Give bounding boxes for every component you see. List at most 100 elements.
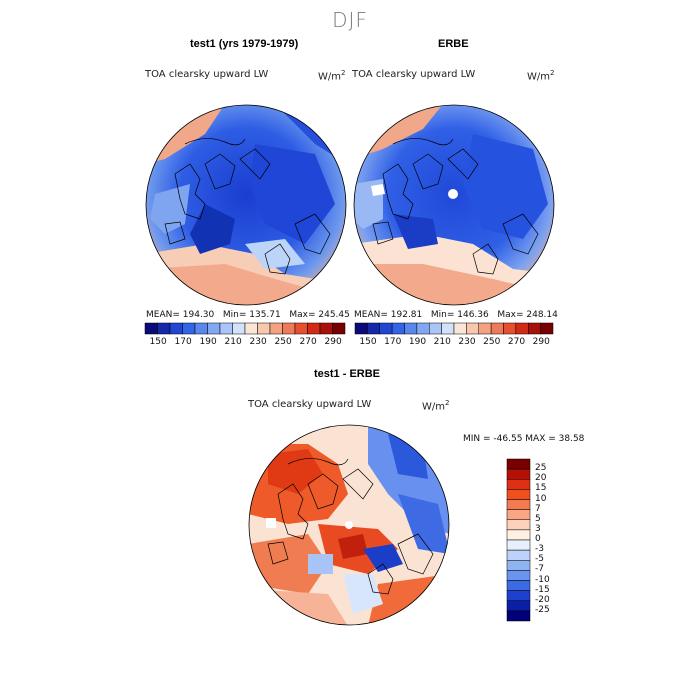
colorbar-cell	[506, 479, 531, 490]
colorbar-tick-label: 0	[535, 534, 541, 544]
colorbar-cell	[354, 322, 368, 335]
colorbar-tick-label: 270	[507, 337, 526, 347]
panel-diff-title: test1 - ERBE	[314, 368, 381, 380]
colorbar-cell	[182, 322, 196, 335]
colorbar-cell	[506, 570, 531, 581]
colorbar-cell	[540, 322, 554, 335]
colorbar-tick-label: -7	[535, 564, 544, 575]
panel-erbe-variable: TOA clearsky upward LW	[352, 69, 476, 80]
colorbar-tick-label: 25	[535, 463, 547, 474]
panel-erbe-map	[353, 104, 555, 306]
colorbar-cell	[506, 610, 531, 622]
colorbar-cell	[506, 489, 531, 500]
colorbar-cell	[506, 519, 531, 531]
colorbar-cell	[257, 322, 271, 335]
colorbar-cell	[506, 600, 531, 612]
colorbar-cell	[367, 322, 380, 335]
panel-test1-map	[145, 104, 347, 306]
panel-erbe-colorbar-labels: 150 170 190 210 230 250 270 290	[355, 337, 553, 349]
panel-diff-colorbar	[506, 458, 531, 622]
colorbar-tick-label: -25	[535, 604, 550, 615]
colorbar-tick-label: 210	[224, 337, 242, 347]
colorbar-tick-label: 3	[535, 523, 541, 534]
panel-diff-minmax: MIN = -46.55 MAX = 38.58	[463, 434, 585, 444]
colorbar-cell	[332, 322, 346, 335]
colorbar-cell	[379, 322, 393, 335]
colorbar-cell	[416, 322, 430, 335]
colorbar-cell	[506, 560, 531, 571]
colorbar-cell	[506, 529, 531, 541]
colorbar-tick-label: 170	[174, 337, 192, 347]
colorbar-tick-label: -15	[535, 584, 550, 595]
colorbar-cell	[453, 322, 467, 335]
colorbar-cell	[515, 322, 529, 335]
colorbar-tick-label: 210	[433, 337, 451, 347]
panel-erbe-units: W/m2	[527, 69, 555, 83]
panel-test1-title: test1 (yrs 1979-1979)	[190, 38, 299, 50]
colorbar-cell	[490, 322, 504, 335]
colorbar-tick-label: 290	[324, 337, 342, 347]
colorbar-cell	[169, 322, 183, 335]
colorbar-tick-label: 15	[535, 483, 547, 494]
colorbar-tick-label: 150	[359, 337, 377, 347]
colorbar-cell	[478, 322, 492, 335]
colorbar-cell	[503, 322, 517, 335]
colorbar-cell	[294, 322, 308, 335]
colorbar-tick-label: 150	[149, 337, 167, 347]
panel-erbe-title: ERBE	[438, 38, 469, 50]
colorbar-tick-label: 170	[384, 337, 402, 347]
colorbar-cell	[232, 322, 246, 335]
colorbar-cell	[506, 499, 531, 510]
panel-diff-variable: TOA clearsky upward LW	[248, 399, 372, 410]
colorbar-cell	[506, 539, 531, 551]
colorbar-cell	[466, 322, 479, 335]
colorbar-tick-label: 250	[274, 337, 292, 347]
colorbar-tick-label: 20	[535, 473, 547, 484]
colorbar-tick-label: -3	[535, 544, 544, 555]
colorbar-cell	[391, 322, 405, 335]
colorbar-tick-label: -20	[535, 594, 550, 605]
colorbar-cell	[528, 322, 541, 335]
colorbar-cell	[307, 322, 321, 335]
colorbar-tick-label: 190	[199, 337, 217, 347]
colorbar-tick-label: 230	[458, 337, 476, 347]
colorbar-cell	[506, 590, 531, 601]
colorbar-cell	[441, 322, 455, 335]
colorbar-tick-label: 270	[299, 337, 317, 347]
colorbar-cell	[319, 322, 333, 335]
colorbar-tick-label: -10	[535, 574, 550, 585]
colorbar-tick-label: -5	[535, 554, 544, 565]
colorbar-cell	[157, 322, 171, 335]
colorbar-cell	[194, 322, 208, 335]
colorbar-cell	[506, 549, 531, 561]
panel-test1-stats: MEAN= 194.30 Min= 135.71 Max= 245.45	[146, 310, 350, 320]
colorbar-cell	[269, 322, 283, 335]
colorbar-cell	[506, 580, 531, 591]
colorbar-tick-label: 190	[408, 337, 427, 347]
panel-test1-variable: TOA clearsky upward LW	[145, 69, 269, 80]
colorbar-cell	[506, 468, 531, 480]
colorbar-cell	[219, 322, 233, 335]
panel-erbe-stats: MEAN= 192.81 Min= 146.36 Max= 248.14	[354, 310, 558, 320]
panel-diff-units: W/m2	[422, 399, 450, 413]
colorbar-tick-label: 250	[483, 337, 501, 347]
colorbar-cell	[429, 322, 442, 335]
colorbar-tick-label: 5	[535, 513, 541, 524]
colorbar-tick-label: 7	[535, 503, 541, 514]
panel-diff-map	[248, 424, 450, 626]
panel-diff-colorbar-labels: 25 20 15 10 7 5 3 0 -3 -5 -7 -10 -15 -20 -25	[535, 459, 565, 622]
colorbar-cell	[244, 322, 258, 335]
colorbar-cell	[404, 322, 418, 335]
season-title: DJF	[332, 8, 368, 32]
colorbar-cell	[506, 509, 531, 520]
colorbar-tick-label: 230	[249, 337, 267, 347]
colorbar-tick-label: 10	[535, 493, 547, 504]
panel-test1-units: W/m2	[318, 69, 346, 83]
colorbar-cell	[282, 322, 296, 335]
colorbar-cell	[207, 322, 221, 335]
colorbar-tick-label: 290	[532, 337, 550, 347]
panel-test1-colorbar-labels: 150 170 190 210 230 250 270 290	[145, 337, 345, 349]
panel-erbe-colorbar	[354, 322, 554, 335]
colorbar-cell	[506, 458, 531, 470]
panel-test1-colorbar	[144, 322, 346, 335]
